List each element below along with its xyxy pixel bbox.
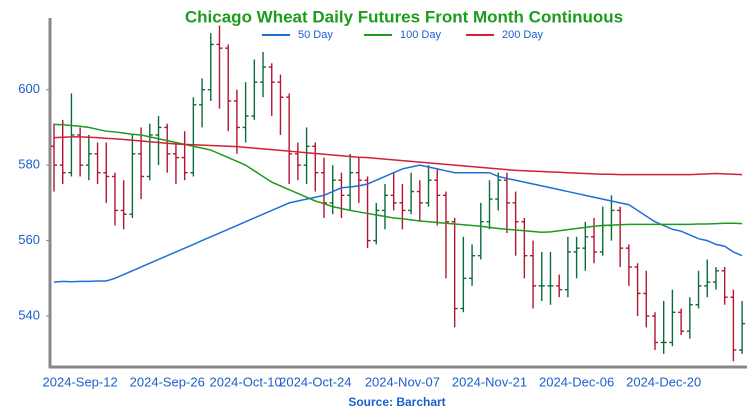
x-tick-label: 2024-Nov-21 [452, 374, 527, 389]
legend-label: 50 Day [298, 29, 333, 41]
legend-label: 100 Day [400, 29, 441, 41]
y-tick-label: 600 [18, 81, 40, 96]
chart-title: Chicago Wheat Daily Futures Front Month … [185, 7, 623, 26]
y-tick-label: 540 [18, 308, 40, 323]
y-tick-label: 560 [18, 232, 40, 247]
x-tick-label: 2024-Nov-07 [365, 374, 440, 389]
x-tick-label: 2024-Sep-12 [43, 374, 118, 389]
y-tick-label: 580 [18, 157, 40, 172]
x-tick-label: 2024-Dec-06 [539, 374, 614, 389]
x-tick-label: 2024-Dec-20 [626, 374, 701, 389]
x-tick-label: 2024-Oct-24 [279, 374, 351, 389]
moving-average-line [53, 136, 743, 176]
legend-label: 200 Day [502, 29, 543, 41]
moving-average-line [53, 164, 743, 283]
x-tick-label: 2024-Oct-10 [209, 374, 281, 389]
moving-average-line [53, 123, 743, 234]
source-note: Source: Barchart [348, 395, 445, 409]
x-tick-label: 2024-Sep-26 [130, 374, 205, 389]
